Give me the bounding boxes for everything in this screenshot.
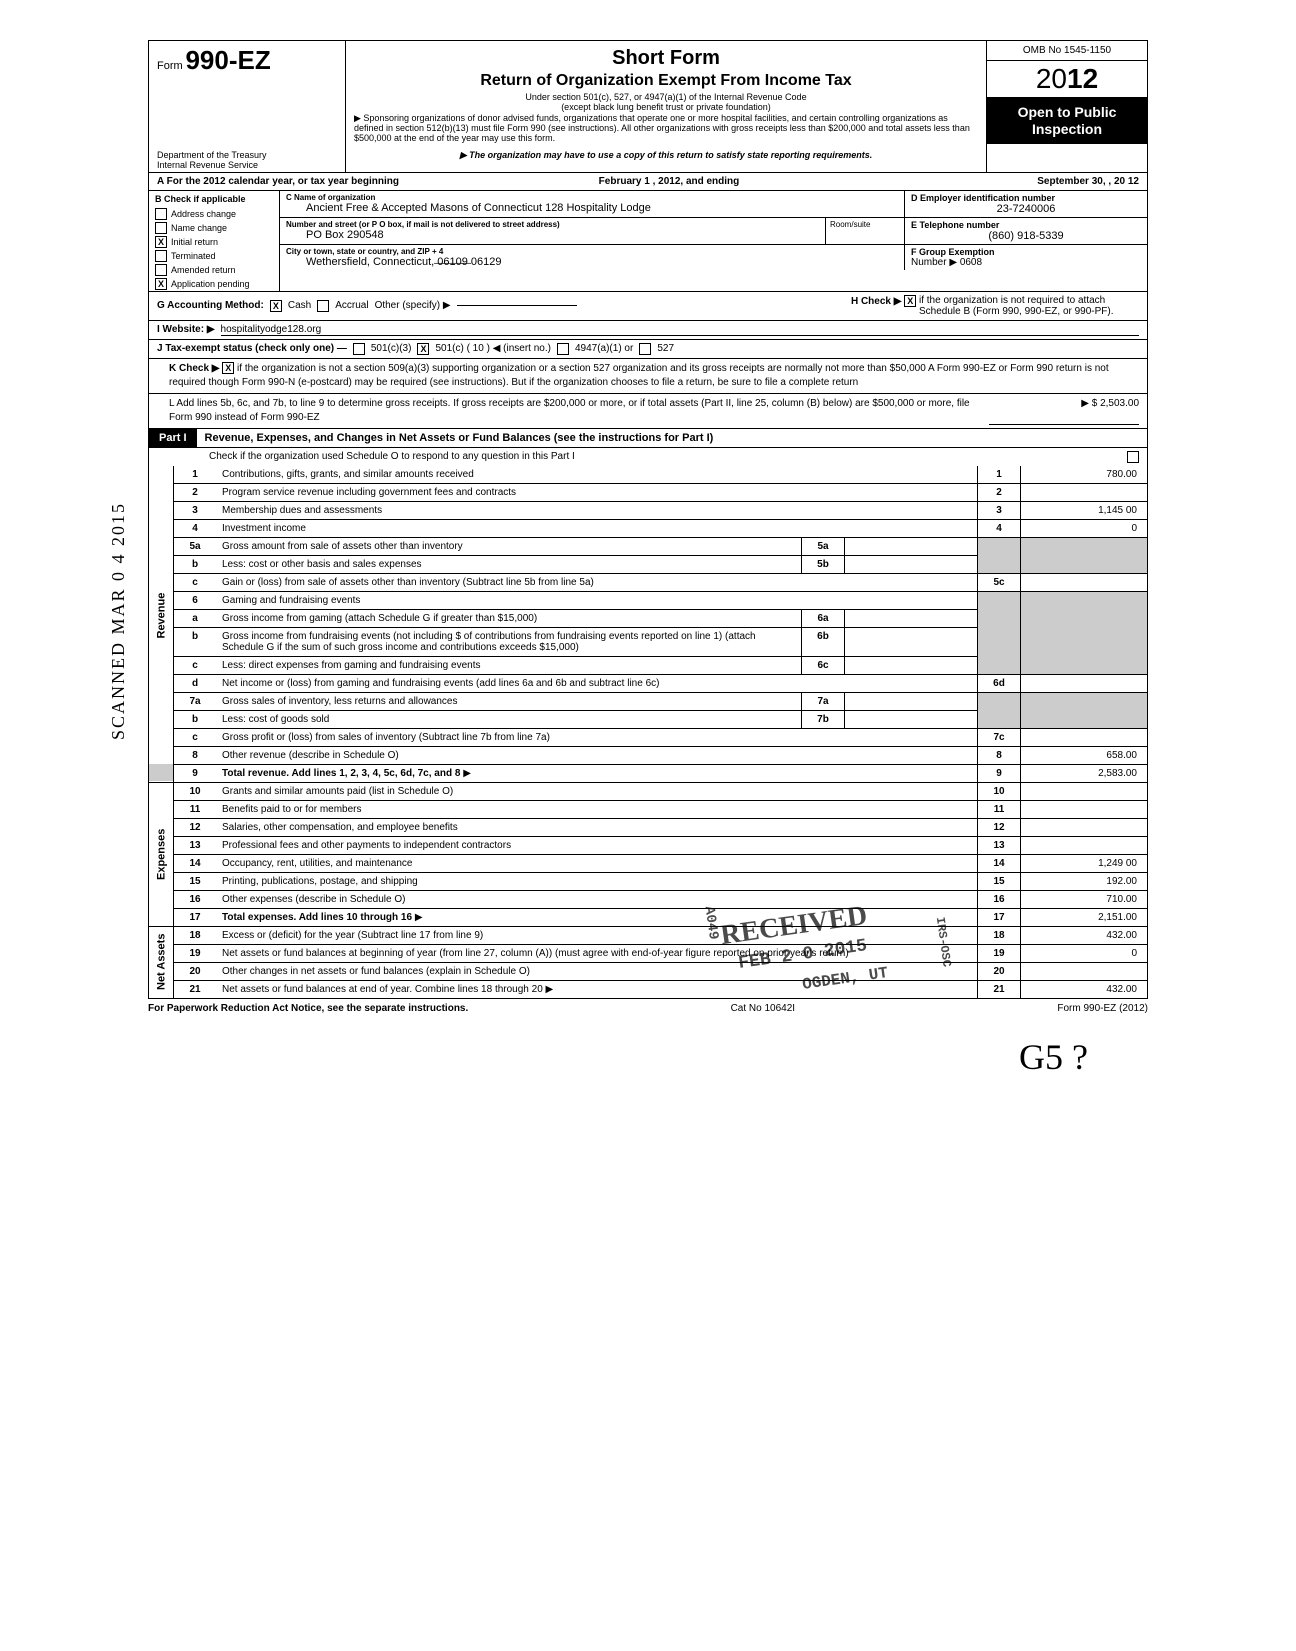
open-inspection: Open to PublicInspection bbox=[987, 98, 1147, 144]
subtitle1: Under section 501(c), 527, or 4947(a)(1)… bbox=[354, 92, 978, 102]
l-amount: ▶ $ 2,503.00 bbox=[989, 397, 1139, 425]
form-number: 990-EZ bbox=[185, 45, 270, 75]
g-label: G Accounting Method: bbox=[157, 300, 264, 311]
sponsor-text: ▶ Sponsoring organizations of donor advi… bbox=[354, 113, 978, 144]
ein: 23-7240006 bbox=[911, 203, 1141, 215]
return-title: Return of Organization Exempt From Incom… bbox=[354, 72, 978, 90]
chk-501c3[interactable] bbox=[353, 343, 365, 355]
addr: PO Box 290548 bbox=[286, 229, 819, 241]
chk-terminated[interactable] bbox=[155, 250, 167, 262]
org-name-label: C Name of organization bbox=[286, 193, 898, 202]
tel: (860) 918-5339 bbox=[911, 230, 1141, 242]
l-text: L Add lines 5b, 6c, and 7b, to line 9 to… bbox=[169, 397, 989, 425]
city: Wethersfield, Connecticut, ̶0̶6̶1̶0̶9̶ 0… bbox=[286, 256, 898, 268]
chk-cash[interactable]: X bbox=[270, 300, 282, 312]
j-label: J Tax-exempt status (check only one) — bbox=[157, 343, 347, 354]
k-label: K Check ▶ bbox=[169, 363, 219, 374]
scanned-stamp: SCANNED MAR 0 4 2015 bbox=[108, 502, 129, 740]
addr-label: Number and street (or P O box, if mail i… bbox=[286, 220, 819, 229]
section-b: B Check if applicable Address change Nam… bbox=[149, 191, 280, 291]
city-label: City or town, state or country, and ZIP … bbox=[286, 247, 898, 256]
omb-number: OMB No 1545-1150 bbox=[987, 41, 1147, 61]
dept-treasury: Department of the TreasuryInternal Reven… bbox=[149, 148, 346, 172]
tel-label: E Telephone number bbox=[911, 220, 1141, 230]
chk-amended[interactable] bbox=[155, 264, 167, 276]
i-label: I Website: ▶ bbox=[157, 324, 215, 335]
netassets-tab: Net Assets bbox=[149, 926, 174, 998]
ein-label: D Employer identification number bbox=[911, 193, 1141, 203]
chk-4947[interactable] bbox=[557, 343, 569, 355]
room-label: Room/suite bbox=[826, 218, 905, 244]
chk-h[interactable]: X bbox=[904, 295, 916, 307]
line-a: A For the 2012 calendar year, or tax yea… bbox=[148, 173, 1148, 191]
form-prefix: Form bbox=[157, 60, 183, 72]
org-name: Ancient Free & Accepted Masons of Connec… bbox=[286, 202, 898, 214]
page-footer: For Paperwork Reduction Act Notice, see … bbox=[148, 999, 1148, 1018]
handwritten-note: G5 ? bbox=[1019, 1036, 1088, 1078]
chk-schedule-o[interactable] bbox=[1127, 451, 1139, 463]
group-number: Number ▶ 0608 bbox=[911, 257, 1141, 268]
chk-527[interactable] bbox=[639, 343, 651, 355]
chk-501c[interactable]: X bbox=[417, 343, 429, 355]
revenue-tab: Revenue bbox=[149, 466, 174, 765]
k-text: if the organization is not a section 509… bbox=[169, 363, 1109, 388]
tax-year: 2012 bbox=[987, 61, 1147, 98]
chk-initial[interactable]: X bbox=[155, 236, 167, 248]
short-form-title: Short Form bbox=[354, 47, 978, 70]
copy-notice: ▶ The organization may have to use a cop… bbox=[346, 148, 987, 172]
chk-pending[interactable]: X bbox=[155, 278, 167, 290]
group-label: F Group Exemption bbox=[911, 247, 1141, 257]
chk-name[interactable] bbox=[155, 222, 167, 234]
form-header: Form 990-EZ Short Form Return of Organiz… bbox=[148, 40, 1148, 148]
chk-address[interactable] bbox=[155, 208, 167, 220]
lines-table: Revenue 1Contributions, gifts, grants, a… bbox=[148, 466, 1148, 999]
subtitle2: (except black lung benefit trust or priv… bbox=[354, 102, 978, 112]
chk-accrual[interactable] bbox=[317, 300, 329, 312]
part1-sub: Check if the organization used Schedule … bbox=[148, 448, 1148, 466]
part1-header: Part I Revenue, Expenses, and Changes in… bbox=[148, 429, 1148, 448]
website: hospitalityodge128.org bbox=[221, 324, 1139, 336]
expenses-tab: Expenses bbox=[149, 782, 174, 926]
chk-k[interactable]: X bbox=[222, 362, 234, 374]
